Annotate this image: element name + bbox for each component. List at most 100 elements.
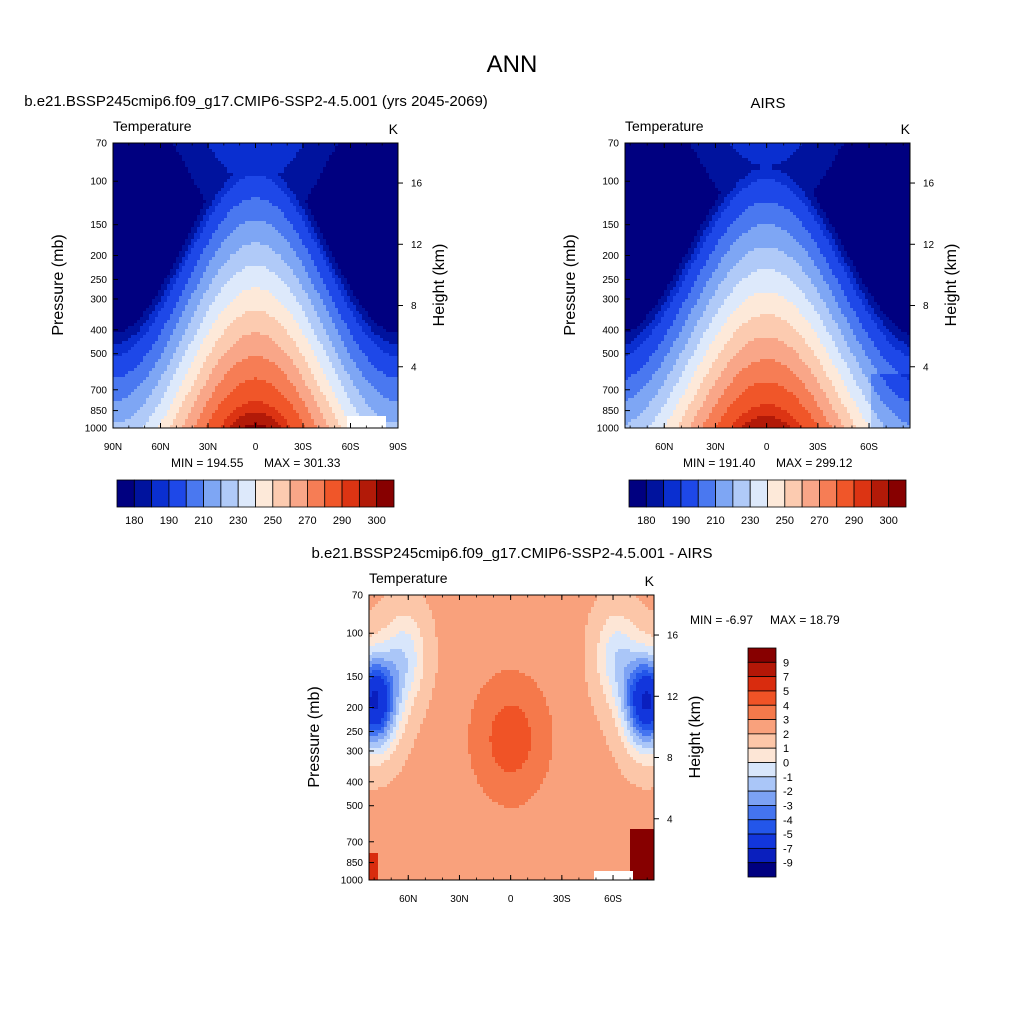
colorbar-label: 4 xyxy=(783,700,789,712)
colorbar-swatch xyxy=(747,704,777,720)
y-tick-label: 700 xyxy=(346,837,363,848)
y-tick-label: 100 xyxy=(90,177,107,188)
right-tick-label: 8 xyxy=(923,301,929,312)
max-value: MAX = 299.12 xyxy=(776,456,853,470)
colorbar-label: -3 xyxy=(783,800,793,812)
colorbar: 180 190 210 230 250 270 290 300 xyxy=(116,479,395,527)
colorbar-swatch xyxy=(168,479,187,508)
x-tick-label: 30N xyxy=(706,442,724,453)
colorbar-label: 250 xyxy=(776,515,794,527)
variable-label: Temperature xyxy=(369,570,448,586)
colorbar-swatch xyxy=(116,479,135,508)
colorbar-swatch xyxy=(819,479,838,508)
axis-ticks: 70 100 150 200 250 300 400 500 700 850 1000 16 12 8 4 6… xyxy=(597,139,935,454)
colorbar-swatch xyxy=(324,479,343,508)
colorbar-swatch xyxy=(870,479,890,508)
y-tick-label: 250 xyxy=(602,275,619,286)
colorbar-swatch xyxy=(628,479,647,508)
y-tick-label: 300 xyxy=(90,294,107,305)
y-axis-label: Pressure (mb) xyxy=(50,234,67,335)
colorbar-swatch xyxy=(853,479,872,508)
colorbar-label: -5 xyxy=(783,829,793,841)
right-tick-label: 12 xyxy=(411,240,423,251)
y-tick-label: 1000 xyxy=(341,876,364,887)
colorbar-label: 270 xyxy=(810,515,828,527)
variable-label: Temperature xyxy=(625,118,704,134)
colorbar-label: 290 xyxy=(845,515,863,527)
difference-panel: b.e21.BSSP245cmip6.f09_g17.CMIP6-SSP2-4.… xyxy=(306,545,840,905)
colorbar-swatch xyxy=(784,479,803,508)
colorbar-swatch xyxy=(747,805,777,821)
colorbar-swatch xyxy=(747,847,777,864)
contour-field xyxy=(113,143,399,429)
colorbar-swatch xyxy=(767,479,786,508)
colorbar-swatch xyxy=(289,479,308,508)
colorbar-swatch xyxy=(697,479,716,508)
y-tick-label: 850 xyxy=(346,858,363,869)
x-tick-label: 60S xyxy=(860,442,878,453)
y-tick-label: 700 xyxy=(90,385,107,396)
colorbar-label: 290 xyxy=(333,515,351,527)
plot-frame xyxy=(368,594,655,881)
colorbar-swatch xyxy=(747,862,777,878)
max-value: MAX = 301.33 xyxy=(264,456,341,470)
right-tick-label: 16 xyxy=(411,179,423,190)
y-tick-label: 70 xyxy=(352,591,364,602)
colorbar-label: -4 xyxy=(783,815,793,827)
colorbar-label: 0 xyxy=(783,758,789,770)
colorbar-label: 250 xyxy=(264,515,282,527)
contour-field xyxy=(369,595,655,881)
x-tick-label: 30N xyxy=(199,442,217,453)
colorbar-label: 3 xyxy=(783,715,789,727)
colorbar-swatch xyxy=(151,479,170,508)
y-tick-label: 150 xyxy=(346,672,363,683)
colorbar-label: -7 xyxy=(783,843,793,855)
colorbar-label: 270 xyxy=(298,515,316,527)
units-label: K xyxy=(901,121,911,137)
colorbar-swatch xyxy=(376,479,395,508)
x-tick-label: 60N xyxy=(655,442,673,453)
colorbar-swatch xyxy=(307,479,326,508)
x-tick-label: 90N xyxy=(104,442,122,453)
right-tick-label: 16 xyxy=(667,631,679,642)
colorbar-swatch xyxy=(747,762,777,778)
right-tick-label: 8 xyxy=(411,301,417,312)
colorbar-swatch xyxy=(341,479,360,508)
y-tick-label: 250 xyxy=(90,275,107,286)
y-tick-label: 70 xyxy=(96,139,108,150)
min-value: MIN = -6.97 xyxy=(690,613,753,627)
units-label: K xyxy=(645,573,655,589)
right-tick-label: 4 xyxy=(923,362,929,373)
units-label: K xyxy=(389,121,399,137)
model-temperature-panel: b.e21.BSSP245cmip6.f09_g17.CMIP6-SSP2-4.… xyxy=(24,93,488,527)
right-tick-label: 12 xyxy=(923,240,935,251)
x-tick-label: 60N xyxy=(399,894,417,905)
y-tick-label: 500 xyxy=(346,801,363,812)
y-tick-label: 400 xyxy=(346,777,363,788)
panel-title: AIRS xyxy=(750,95,785,112)
colorbar-swatch xyxy=(663,479,682,508)
y-tick-label: 400 xyxy=(602,325,619,336)
colorbar-label: 180 xyxy=(125,515,143,527)
airs-temperature-panel: AIRS Temperature K 70 100 150 200 250 300 400 5… xyxy=(562,95,960,527)
colorbar-swatch xyxy=(185,479,204,508)
y-tick-label: 250 xyxy=(346,727,363,738)
colorbar-swatch xyxy=(801,479,820,508)
right-tick-label: 12 xyxy=(667,692,679,703)
colorbar-label: -9 xyxy=(783,858,793,870)
right-axis-label: Height (km) xyxy=(687,696,704,779)
right-axis-label: Height (km) xyxy=(943,244,960,327)
colorbar-label: 210 xyxy=(706,515,724,527)
right-tick-label: 8 xyxy=(667,753,673,764)
colorbar-label: -2 xyxy=(783,786,793,798)
colorbar-swatch xyxy=(836,479,855,508)
x-tick-label: 30S xyxy=(809,442,827,453)
colorbar-label: 7 xyxy=(783,672,789,684)
axis-ticks: 70 100 150 200 250 300 400 500 700 850 1000 16 12 8 4 6… xyxy=(341,591,679,906)
y-tick-label: 1000 xyxy=(85,424,108,435)
max-value: MAX = 18.79 xyxy=(770,613,840,627)
colorbar-swatch xyxy=(715,479,734,508)
colorbar-label: 230 xyxy=(741,515,759,527)
y-tick-label: 1000 xyxy=(597,424,620,435)
